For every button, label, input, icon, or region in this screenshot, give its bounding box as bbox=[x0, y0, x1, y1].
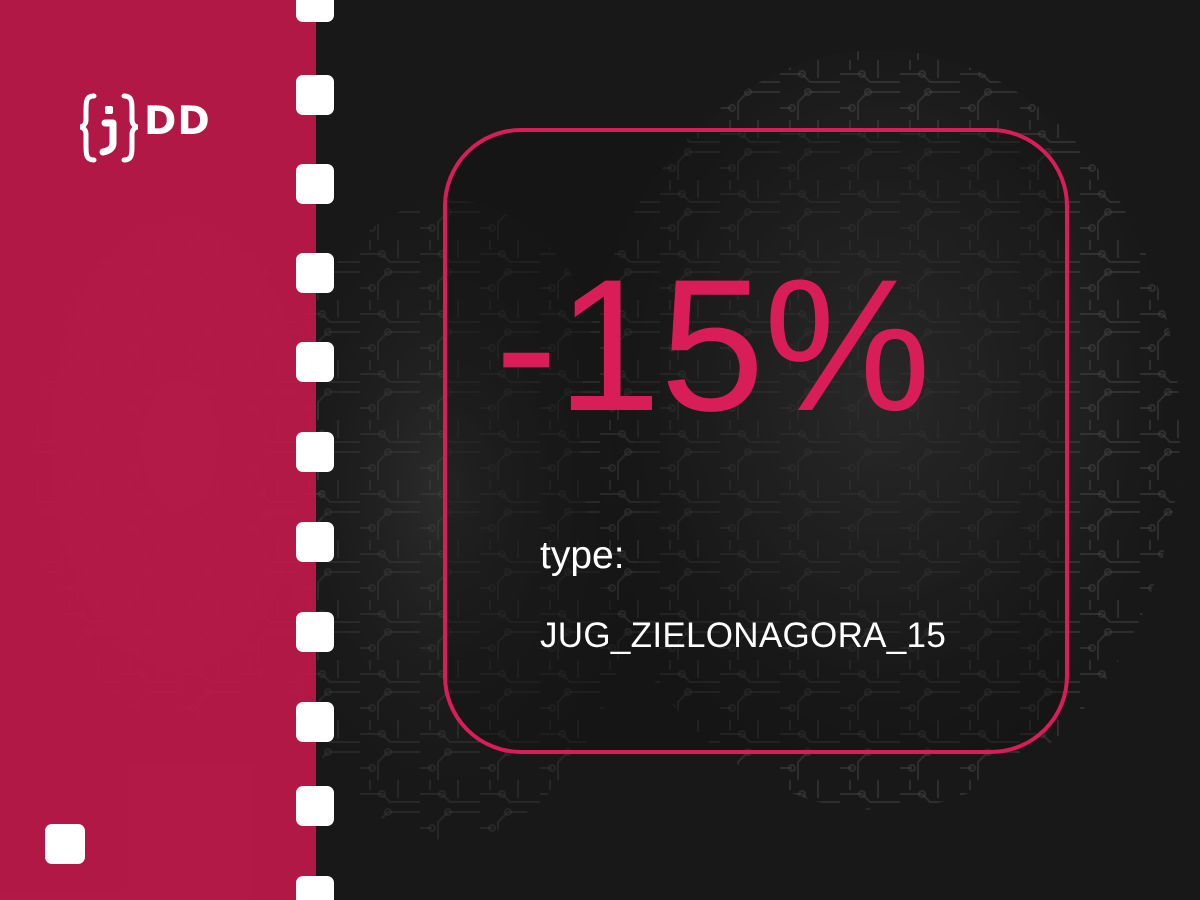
perforation-hole bbox=[296, 612, 334, 652]
perforation-hole bbox=[296, 253, 334, 293]
perforation-hole bbox=[296, 342, 334, 382]
perforation-hole bbox=[296, 432, 334, 472]
brand-logo: DD bbox=[78, 92, 220, 168]
perforation-hole bbox=[296, 522, 334, 562]
corner-perforation-hole bbox=[45, 824, 85, 864]
perforation-hole bbox=[296, 0, 334, 22]
discount-value: -15% bbox=[495, 240, 931, 450]
left-brand-panel bbox=[0, 0, 316, 900]
coupon-instruction: type: bbox=[540, 534, 625, 577]
coupon-frame bbox=[443, 128, 1069, 754]
curly-brace-semicolon-icon bbox=[79, 93, 139, 163]
logo-text: DD bbox=[144, 99, 211, 144]
coupon-code: JUG_ZIELONAGORA_15 bbox=[540, 616, 947, 655]
ticket-perforation-strip bbox=[296, 0, 334, 900]
perforation-hole bbox=[296, 876, 334, 900]
perforation-hole bbox=[296, 702, 334, 742]
perforation-hole bbox=[296, 75, 334, 115]
perforation-hole bbox=[296, 786, 334, 826]
perforation-hole bbox=[296, 164, 334, 204]
